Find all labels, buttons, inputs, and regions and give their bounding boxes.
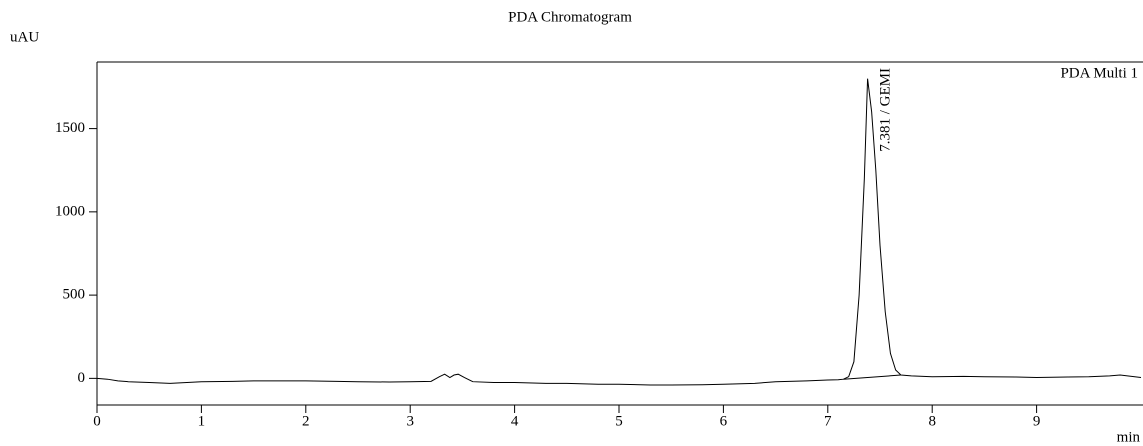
legend-label: PDA Multi 1 — [1060, 65, 1138, 81]
x-tick-label: 5 — [615, 413, 623, 429]
peak-annotation: 7.381 / GEMI — [877, 68, 893, 152]
y-tick-label: 500 — [63, 287, 86, 303]
data-line — [96, 78, 1142, 386]
x-tick-label: 0 — [93, 413, 101, 429]
x-tick-label: 6 — [720, 413, 728, 429]
y-tick-label: 1500 — [55, 120, 85, 136]
x-tick-label: 8 — [928, 413, 936, 429]
x-tick-label: 9 — [1033, 413, 1041, 429]
x-tick-label: 7 — [824, 413, 832, 429]
data-line — [843, 374, 901, 380]
chart-title: PDA Chromatogram — [508, 9, 632, 25]
x-tick-label: 2 — [302, 413, 310, 429]
y-tick-label: 0 — [78, 370, 86, 386]
y-axis-label: uAU — [10, 29, 39, 45]
x-tick-label: 4 — [511, 413, 519, 429]
x-tick-label: 3 — [406, 413, 414, 429]
x-axis-label: min — [1117, 429, 1141, 445]
y-tick-label: 1000 — [55, 203, 85, 219]
x-tick-label: 1 — [198, 413, 206, 429]
